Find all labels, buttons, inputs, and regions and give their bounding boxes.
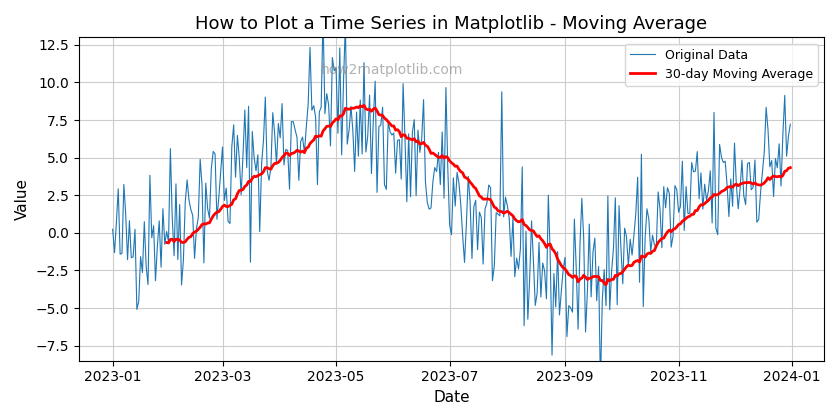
Text: how2matplotlib.com: how2matplotlib.com (321, 63, 463, 77)
X-axis label: Date: Date (433, 390, 470, 405)
Title: How to Plot a Time Series in Matplotlib - Moving Average: How to Plot a Time Series in Matplotlib … (196, 15, 707, 33)
Line: 30-day Moving Average: 30-day Moving Average (166, 105, 790, 285)
Line: Original Data: Original Data (113, 16, 790, 385)
Y-axis label: Value: Value (15, 178, 30, 220)
Legend: Original Data, 30-day Moving Average: Original Data, 30-day Moving Average (625, 44, 818, 86)
